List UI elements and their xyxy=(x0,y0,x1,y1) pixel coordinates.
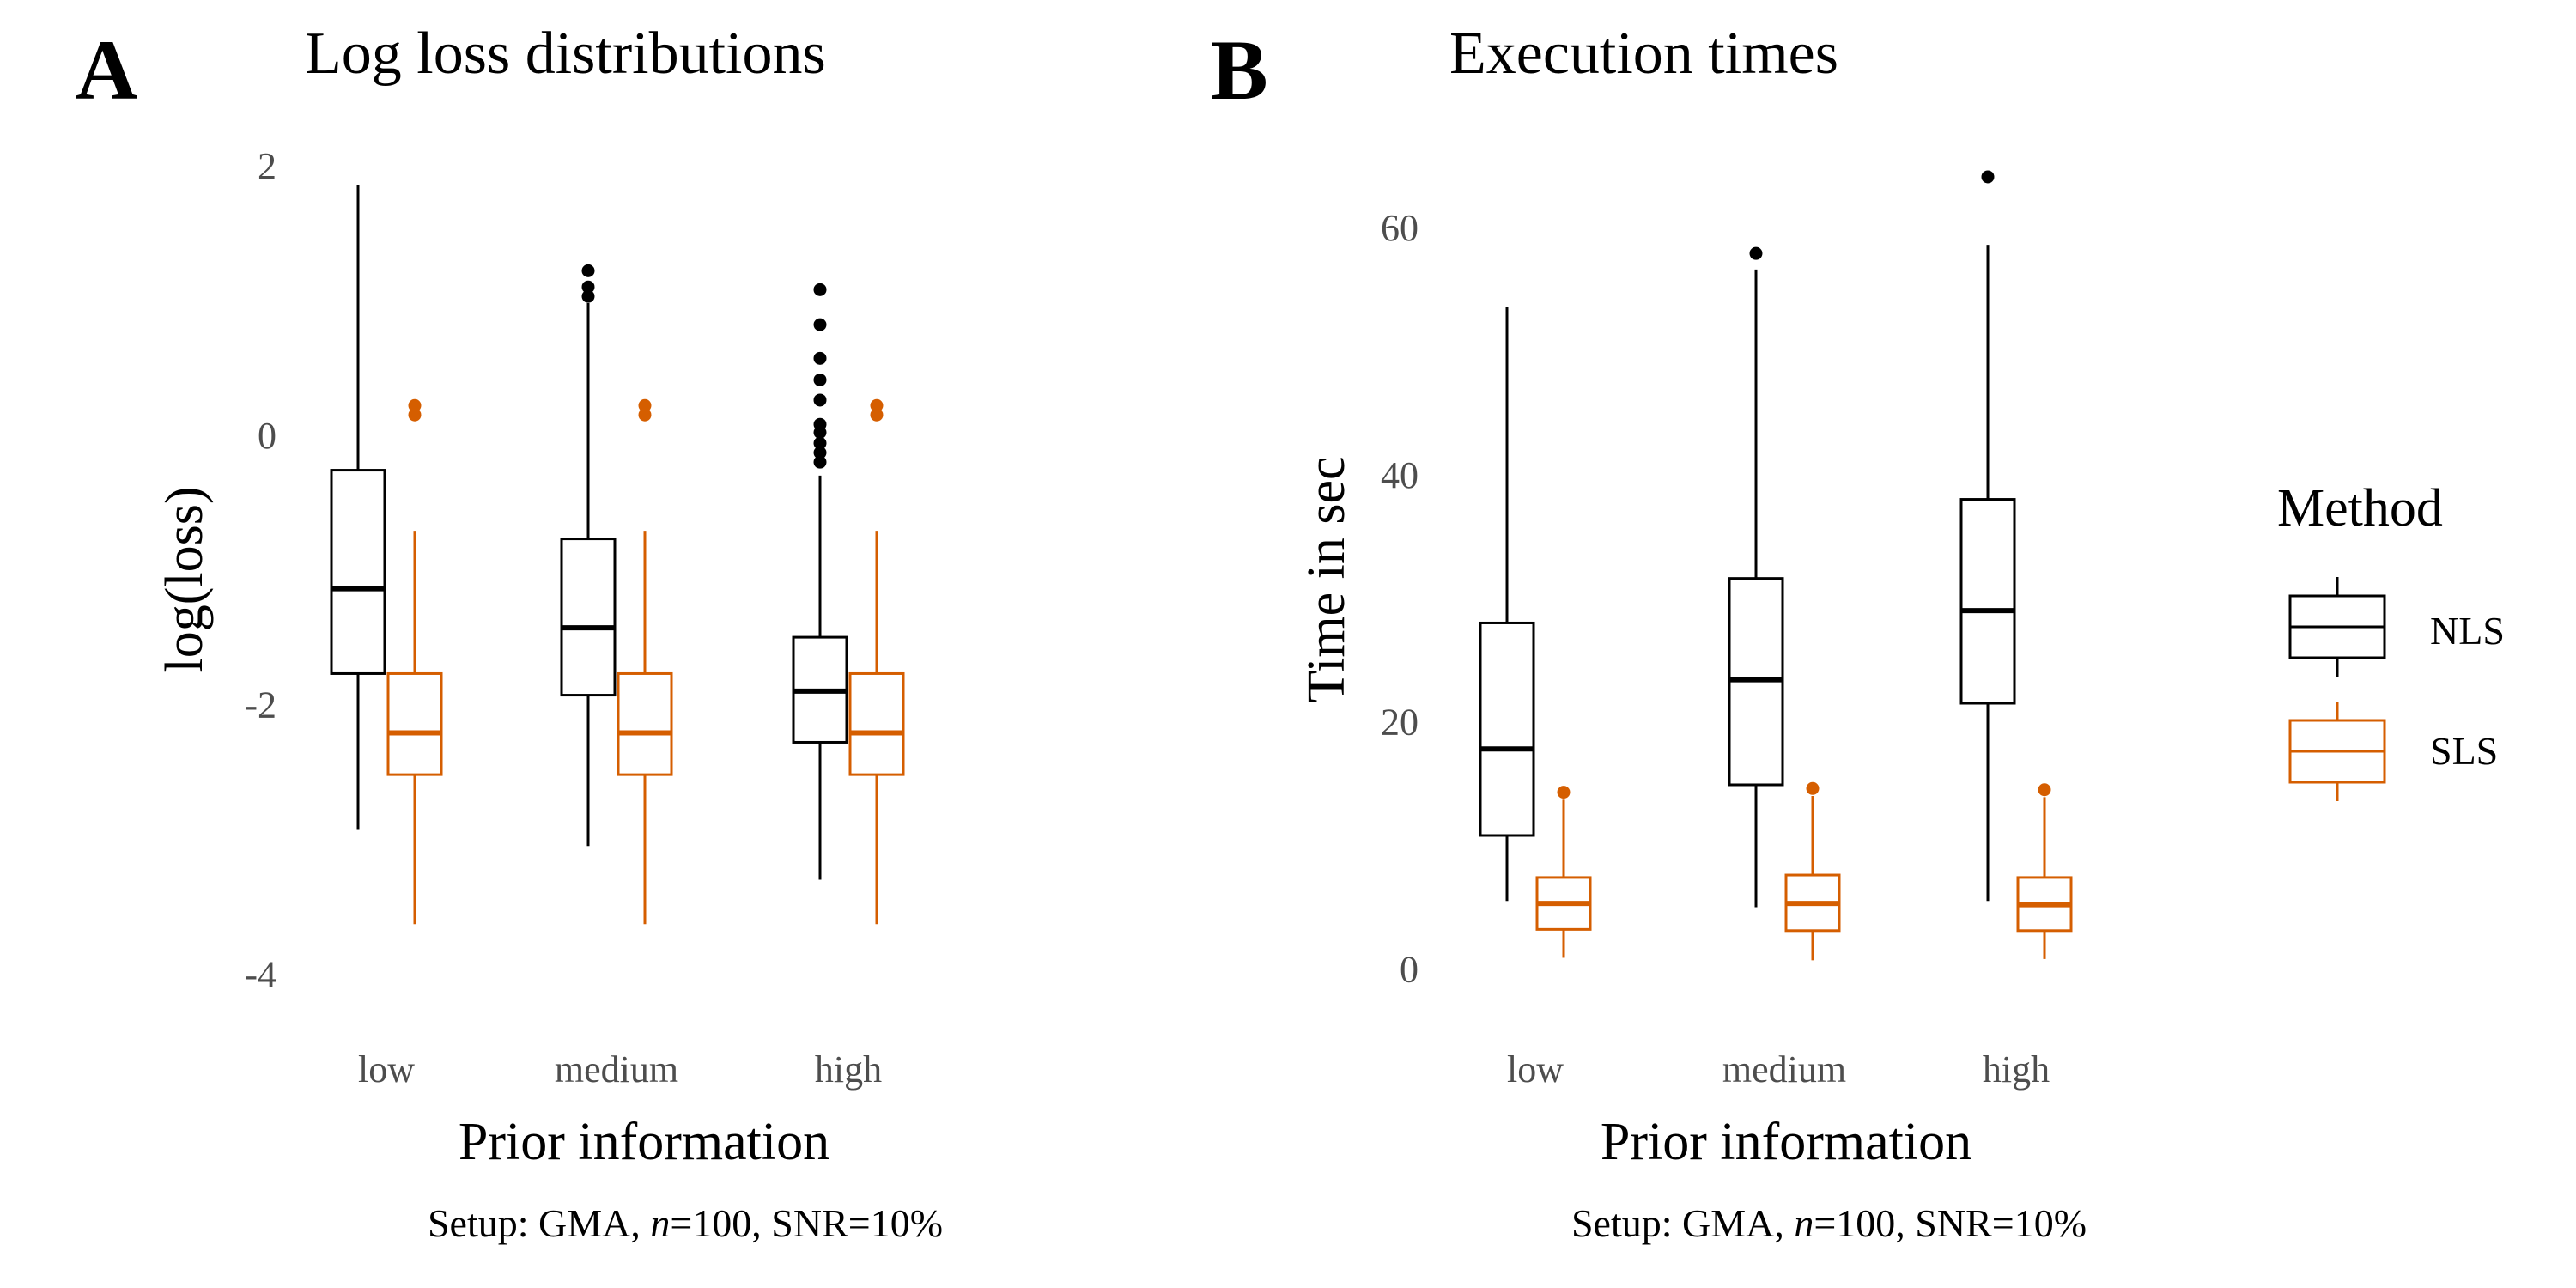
panel-a-xlabel: Prior information xyxy=(459,1113,829,1171)
panel-a-box-nls-high xyxy=(792,283,848,880)
outlier-point xyxy=(408,408,422,422)
outlier-point xyxy=(638,398,652,412)
panel-a-ytick-label: 0 xyxy=(258,415,276,457)
outlier-point xyxy=(813,283,827,296)
panel-b-plot: 0 20 40 60 low medium high xyxy=(1381,170,2073,1091)
panel-a-ytick-label: 2 xyxy=(258,145,276,187)
legend-item-sls: SLS xyxy=(2288,702,2498,801)
panel-b-ytick-label: 20 xyxy=(1381,702,1419,744)
panel-a: A Log loss distributions log(loss) Prior… xyxy=(76,21,943,1245)
panel-b-xtick-label: high xyxy=(1983,1048,2050,1091)
panel-a-xtick-label: medium xyxy=(555,1048,678,1091)
panel-b-box-nls-high xyxy=(1959,170,2016,902)
panel-b-box-nls-low xyxy=(1479,307,1535,902)
legend-key-sls xyxy=(2288,702,2386,801)
panel-b-setup-prefix: Setup: GMA, xyxy=(1571,1201,1794,1245)
panel-b-xtick-label: low xyxy=(1507,1048,1564,1091)
panel-a-title: Log loss distributions xyxy=(305,21,826,87)
outlier-point xyxy=(1749,246,1763,260)
panel-a-ytick-label: -4 xyxy=(245,953,276,995)
panel-b-ytick-label: 0 xyxy=(1400,948,1419,990)
iqr-box xyxy=(560,538,617,697)
iqr-box xyxy=(1479,621,1535,837)
legend-label-nls: NLS xyxy=(2430,609,2505,653)
outlier-point xyxy=(1981,170,1995,184)
legend-key-nls xyxy=(2288,577,2386,677)
panel-b-setup-n: n xyxy=(1794,1201,1814,1245)
panel-b-title: Execution times xyxy=(1449,21,1838,87)
panel-a-xtick-label: low xyxy=(358,1048,415,1091)
iqr-box xyxy=(617,671,673,776)
panel-a-setup-n: n xyxy=(650,1201,670,1245)
outlier-point xyxy=(813,393,827,407)
outlier-point xyxy=(581,280,595,294)
panel-b-letter: B xyxy=(1211,22,1268,118)
panel-b-ytick-label: 60 xyxy=(1381,207,1419,249)
outlier-point xyxy=(1557,786,1571,799)
panel-a-box-sls-low xyxy=(386,398,443,925)
panel-a-letter: A xyxy=(76,22,137,118)
outlier-point xyxy=(581,264,595,277)
outlier-point xyxy=(2038,783,2051,797)
panel-b-box-sls-medium xyxy=(1784,781,1841,961)
panel-b-ylabel: Time in sec xyxy=(1297,456,1356,702)
panel-b-setup-caption: Setup: GMA, n=100, SNR=10% xyxy=(1571,1201,2087,1245)
panel-b-xlabel: Prior information xyxy=(1601,1113,1971,1171)
iqr-box xyxy=(386,671,443,776)
iqr-box xyxy=(848,671,905,776)
outlier-point xyxy=(813,318,827,331)
outlier-point xyxy=(813,426,827,440)
outlier-point xyxy=(870,408,884,422)
panel-a-box-sls-high xyxy=(848,398,905,925)
outlier-point xyxy=(1806,781,1820,795)
panel-b-ytick-label: 40 xyxy=(1381,454,1419,496)
panel-a-box-nls-low xyxy=(330,184,386,830)
legend-item-nls: NLS xyxy=(2288,577,2505,677)
iqr-box xyxy=(330,469,386,675)
legend-title: Method xyxy=(2277,479,2443,538)
panel-a-plot: -4 -2 0 2 low medium high xyxy=(245,145,905,1091)
iqr-box xyxy=(1959,498,2016,705)
panel-a-ylabel: log(loss) xyxy=(155,487,214,673)
outlier-point xyxy=(813,446,827,459)
panel-a-ytick-label: -2 xyxy=(245,684,276,726)
outlier-point xyxy=(581,289,595,303)
outlier-point xyxy=(813,455,827,469)
outlier-point xyxy=(813,436,827,450)
outlier-point xyxy=(408,398,422,412)
legend: Method NLS SLS xyxy=(2277,479,2505,801)
panel-b-setup-suffix: =100, SNR=10% xyxy=(1814,1201,2087,1245)
panel-b-box-sls-low xyxy=(1535,786,1592,958)
panel-b-box-sls-high xyxy=(2016,783,2073,959)
panel-b: B Execution times Time in sec Prior info… xyxy=(1211,21,2087,1245)
panel-a-setup-prefix: Setup: GMA, xyxy=(428,1201,650,1245)
outlier-point xyxy=(813,351,827,365)
panel-a-setup-suffix: =100, SNR=10% xyxy=(670,1201,943,1245)
outlier-point xyxy=(813,373,827,386)
panel-a-xtick-label: high xyxy=(815,1048,882,1091)
legend-label-sls: SLS xyxy=(2430,729,2498,773)
panel-a-setup-caption: Setup: GMA, n=100, SNR=10% xyxy=(428,1201,943,1245)
panel-a-box-nls-medium xyxy=(560,264,617,847)
outlier-point xyxy=(870,398,884,412)
panel-a-box-sls-medium xyxy=(617,398,673,925)
panel-b-box-nls-medium xyxy=(1728,246,1784,908)
outlier-point xyxy=(638,408,652,422)
panel-b-xtick-label: medium xyxy=(1722,1048,1846,1091)
